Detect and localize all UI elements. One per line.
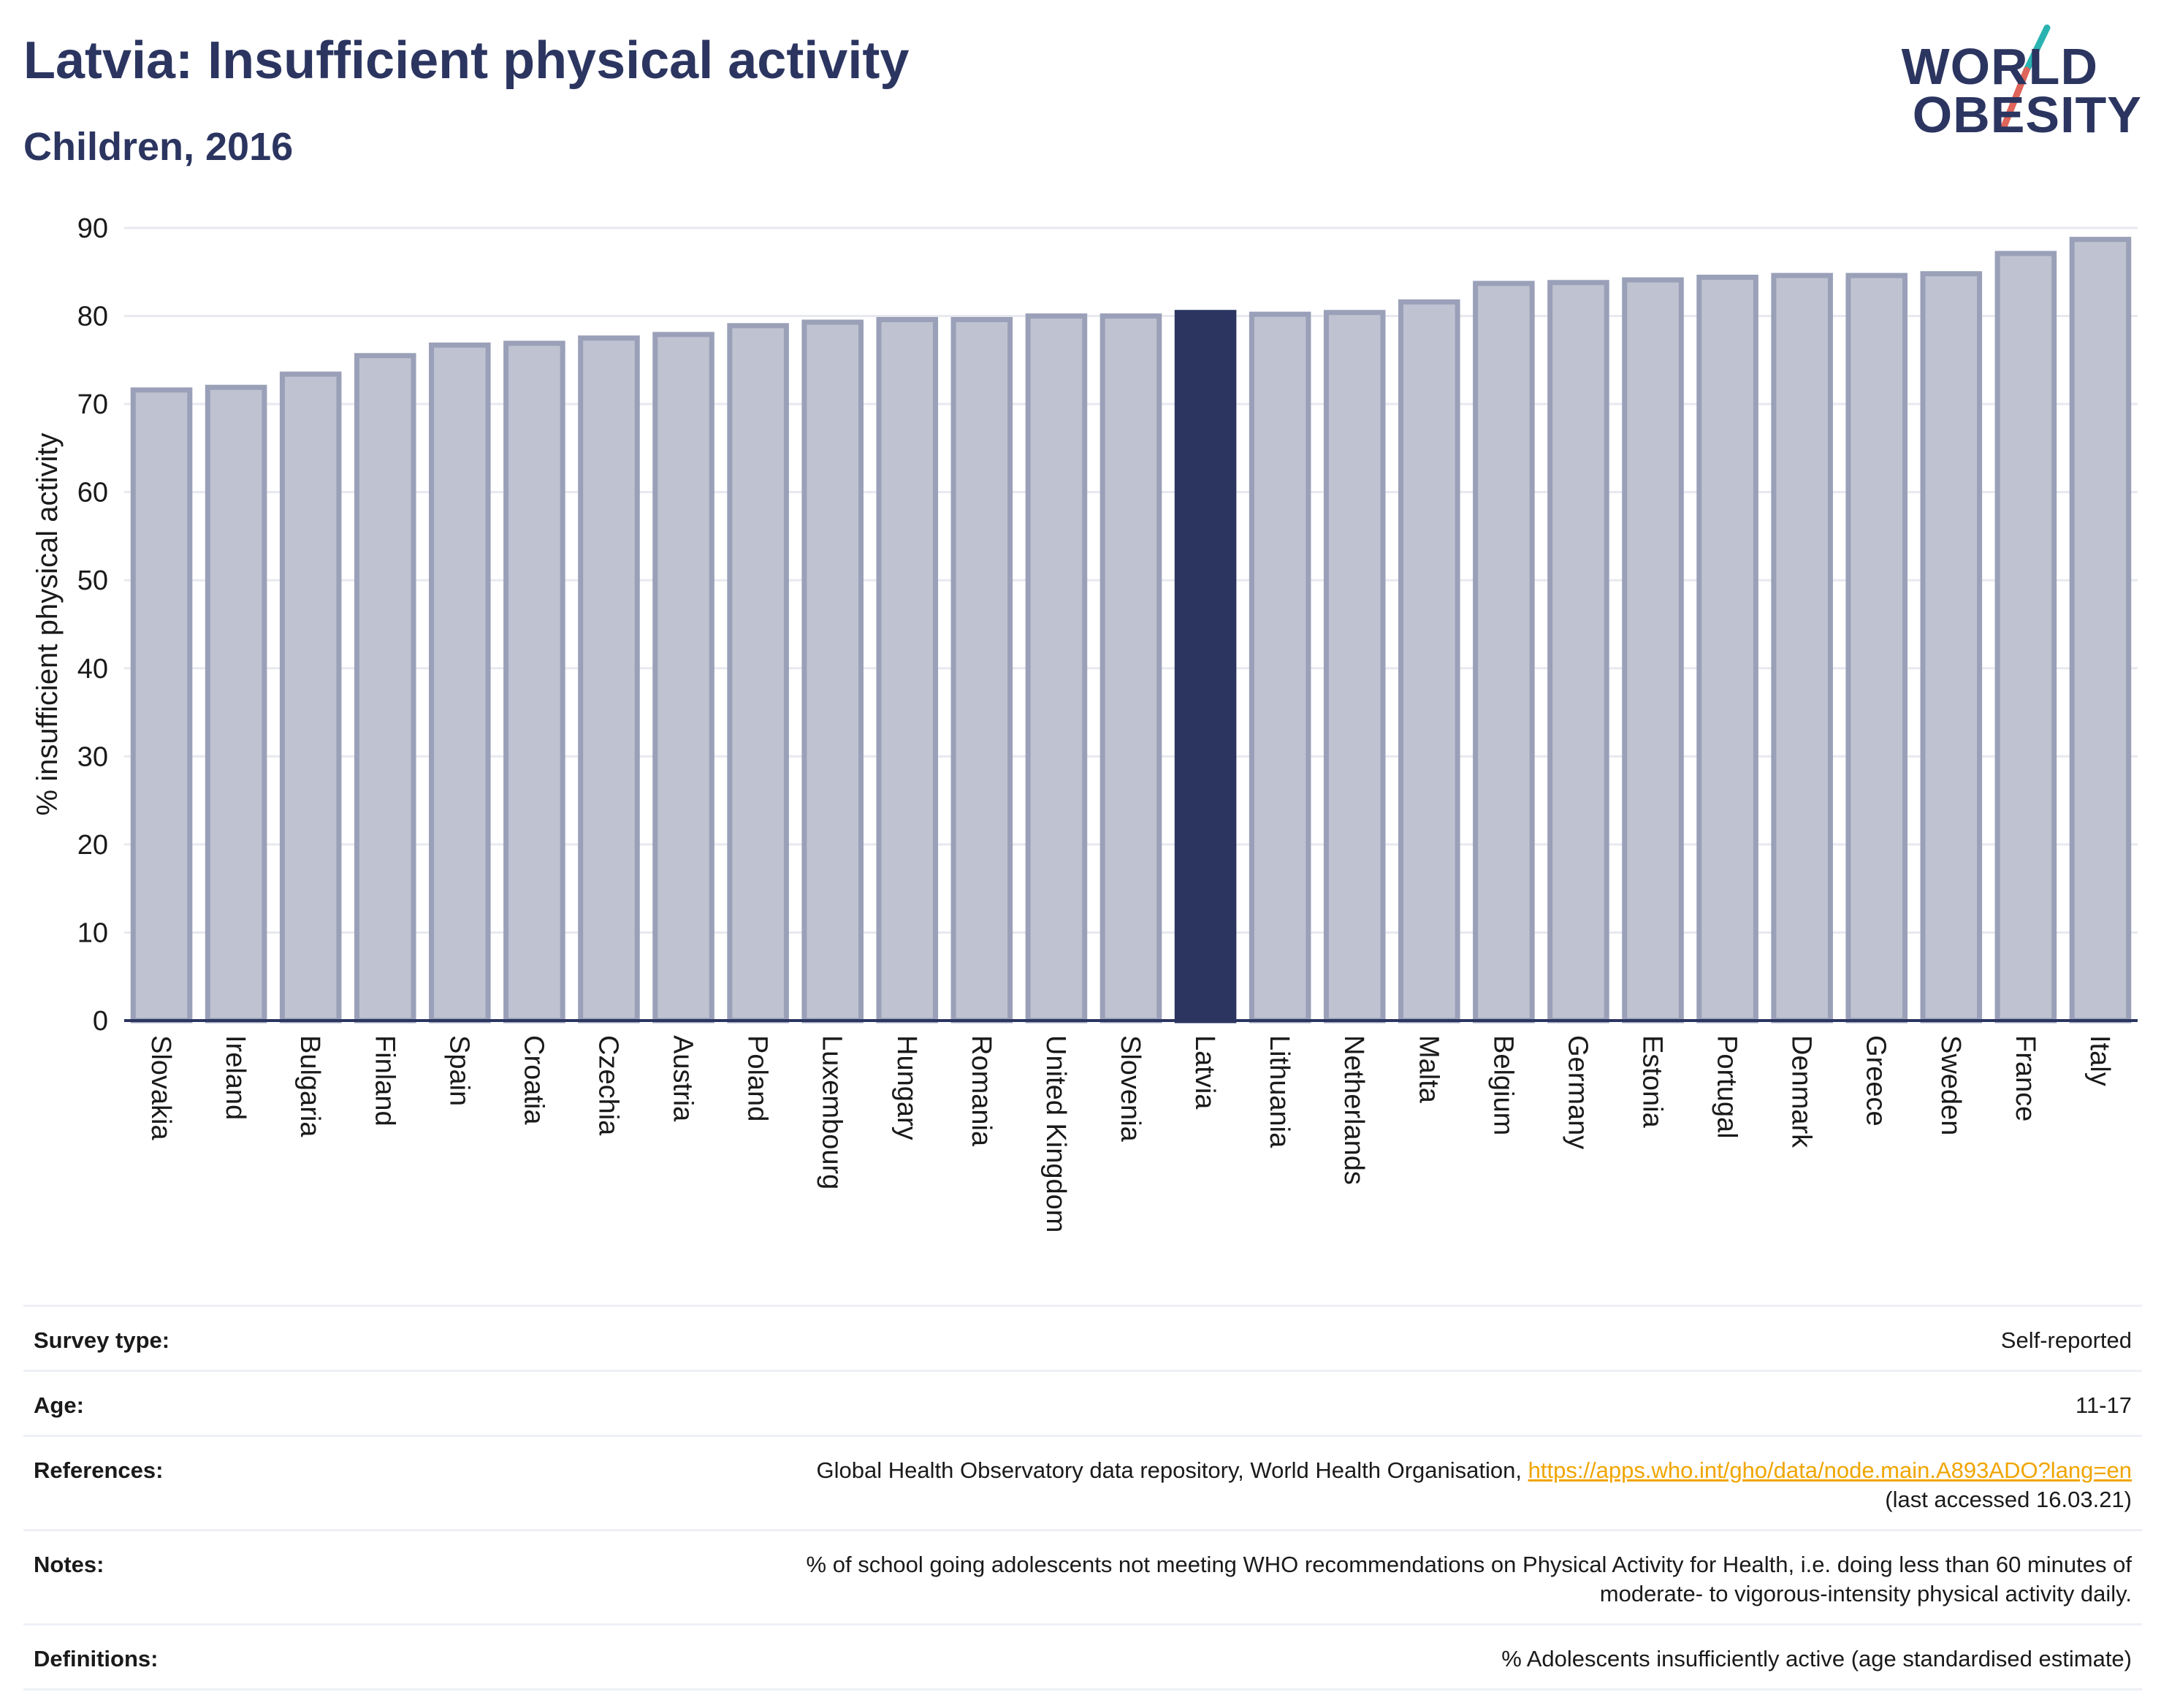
meta-label-age: Age: <box>34 1392 84 1418</box>
bar-poland <box>727 323 789 1023</box>
bar-spain <box>429 342 491 1023</box>
meta-label-definitions: Definitions: <box>34 1646 159 1671</box>
meta-value-definitions: % Adolescents insufficiently active (age… <box>1501 1646 2132 1671</box>
logo-slash-icon <box>2000 24 2051 132</box>
x-tick-label: Czechia <box>592 1035 623 1136</box>
meta-value-notes: % of school going adolescents not meetin… <box>340 1550 2132 1609</box>
x-tick-label: Hungary <box>891 1035 922 1140</box>
bar-romania <box>950 316 1013 1023</box>
bar-finland <box>354 353 416 1023</box>
references-text: Global Health Observatory data repositor… <box>816 1457 1528 1483</box>
meta-label-notes: Notes: <box>34 1552 104 1577</box>
bar-netherlands <box>1323 310 1386 1023</box>
bar-lithuania <box>1249 311 1311 1023</box>
x-tick-label: Latvia <box>1189 1035 1220 1110</box>
metadata-table: Survey type: Self-reported Age: 11-17 Re… <box>23 1305 2142 1690</box>
x-tick-label: Spain <box>443 1035 474 1106</box>
bar-united-kingdom <box>1025 313 1088 1023</box>
x-tick-label: Greece <box>1861 1035 1891 1126</box>
references-link[interactable]: https://apps.who.int/gho/data/node.main.… <box>1528 1457 2132 1483</box>
y-tick-label: 90 <box>77 213 108 244</box>
y-tick-label: 80 <box>77 302 108 332</box>
bar-ireland <box>205 384 267 1023</box>
meta-row-notes: Notes: % of school going adolescents not… <box>23 1529 2142 1623</box>
bar-denmark <box>1771 272 1833 1023</box>
bar-chart: 0 10 20 30 40 50 60 70 80 90 % insufficient physic… <box>31 213 2138 1232</box>
chart-title: Latvia: Insufficient physical activity <box>23 31 910 90</box>
bar-bulgaria <box>279 371 342 1023</box>
y-tick-label: 60 <box>77 478 108 508</box>
x-tick-label: Croatia <box>518 1035 549 1125</box>
y-tick-label: 30 <box>77 741 108 772</box>
x-tick-label: Belgium <box>1487 1035 1518 1135</box>
notes-line-2: moderate- to vigorous-intensity physical… <box>1599 1581 2132 1606</box>
meta-label-survey: Survey type: <box>34 1327 170 1353</box>
world-obesity-logo: WORLD OBESITY <box>1901 19 2142 150</box>
x-tick-label: Lithuania <box>1264 1035 1295 1148</box>
bar-estonia <box>1622 277 1684 1023</box>
bar-france <box>1994 251 2057 1023</box>
x-tick-label: Ireland <box>220 1035 251 1120</box>
bar-croatia <box>503 340 565 1023</box>
logo-text-obesity: OBESITY <box>1912 86 2142 143</box>
x-tick-label: Poland <box>742 1035 773 1121</box>
meta-row-definitions: Definitions: % Adolescents insufficientl… <box>23 1623 2142 1690</box>
meta-row-survey: Survey type: Self-reported <box>23 1305 2142 1370</box>
meta-row-references: References: Global Health Observatory da… <box>23 1435 2142 1529</box>
y-tick-label: 20 <box>77 830 108 861</box>
x-tick-label: Slovakia <box>145 1035 176 1140</box>
x-tick-label: Austria <box>668 1035 698 1122</box>
x-tick-label: Estonia <box>1637 1035 1668 1129</box>
x-tick-label: United Kingdom <box>1040 1035 1071 1232</box>
bar-portugal <box>1696 275 1758 1023</box>
bar-italy <box>2069 237 2132 1023</box>
bar-slovenia <box>1099 313 1162 1023</box>
bar-slovakia <box>130 387 193 1023</box>
y-tick-label: 0 <box>93 1006 108 1037</box>
x-tick-label: Sweden <box>1935 1035 1966 1135</box>
bar-czechia <box>578 335 640 1023</box>
bar-austria <box>652 332 714 1023</box>
x-tick-label: Italy <box>2084 1035 2115 1086</box>
bar-belgium <box>1473 281 1535 1023</box>
x-tick-label: Slovenia <box>1115 1035 1146 1143</box>
y-axis-label: % insufficient physical activity <box>31 433 64 816</box>
x-tick-label: Germany <box>1562 1035 1593 1149</box>
bar-germany <box>1547 280 1609 1023</box>
logo-text-world: WORLD <box>1901 38 2098 95</box>
bar-sweden <box>1920 271 1983 1023</box>
x-tick-label: Malta <box>1413 1035 1444 1104</box>
y-tick-label: 70 <box>77 389 108 420</box>
x-tick-label: Bulgaria <box>294 1035 325 1137</box>
y-tick-label: 50 <box>77 565 108 596</box>
bar-greece <box>1845 272 1908 1023</box>
meta-value-age: 11-17 <box>2076 1392 2132 1418</box>
meta-row-age: Age: 11-17 <box>23 1370 2142 1435</box>
y-tick-label: 10 <box>77 918 108 948</box>
notes-line-1: % of school going adolescents not meetin… <box>806 1552 2132 1577</box>
bar-luxembourg <box>801 319 864 1023</box>
meta-value-references: Global Health Observatory data repositor… <box>340 1456 2132 1514</box>
x-tick-label: Netherlands <box>1338 1035 1369 1185</box>
bar-latvia <box>1174 310 1237 1023</box>
bar-malta <box>1398 299 1460 1023</box>
x-tick-label: Finland <box>369 1035 400 1126</box>
x-tick-label: Romania <box>966 1035 996 1147</box>
x-tick-label: France <box>2010 1035 2040 1121</box>
y-tick-label: 40 <box>77 654 108 685</box>
references-accessed: (last accessed 16.03.21) <box>1885 1487 2132 1512</box>
x-tick-label: Denmark <box>1786 1035 1817 1148</box>
x-tick-label: Portugal <box>1712 1035 1742 1139</box>
chart-subtitle: Children, 2016 <box>23 125 294 169</box>
meta-label-references: References: <box>34 1457 164 1483</box>
bar-hungary <box>876 316 939 1023</box>
x-tick-label: Luxembourg <box>817 1035 847 1189</box>
meta-value-survey: Self-reported <box>2000 1327 2132 1353</box>
